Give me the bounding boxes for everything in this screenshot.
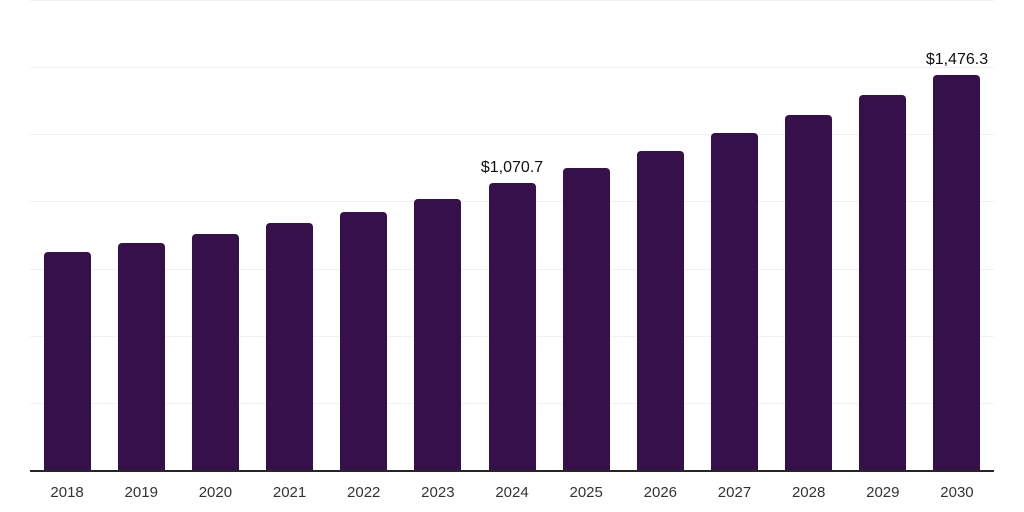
x-tick-label-2028: 2028 (791, 484, 826, 501)
x-tick-label-2020: 2020 (198, 484, 233, 501)
plot-area: $1,070.7 $1,476.3 (30, 0, 994, 472)
bar-slot-2019 (104, 1, 178, 471)
x-tick-label-2018: 2018 (50, 484, 84, 501)
x-tick-label-2023: 2023 (421, 484, 455, 501)
bar-slot-2022 (327, 1, 401, 471)
bar-2025 (562, 167, 610, 471)
bar-slot-2029 (846, 1, 920, 471)
bar-slot-2020 (178, 1, 252, 471)
bar-slot-2027 (697, 1, 771, 471)
gridline-1750 (30, 0, 994, 1)
x-axis-labels: 2018 2019 2020 2021 2022 2023 2024 2025 2026 2027… (30, 485, 994, 500)
x-tick-label-2019: 2019 (124, 484, 158, 501)
data-label-2030: $1,476.3 (925, 50, 989, 68)
bar-2024 (488, 183, 536, 471)
x-tick-label-2021: 2021 (272, 484, 307, 501)
gridline-1250 (30, 134, 994, 136)
bar-slot-2030: $1,476.3 (920, 1, 994, 471)
bar-2018 (43, 252, 91, 471)
x-tick-label-2026: 2026 (643, 484, 678, 501)
bar-slot-2026 (623, 1, 697, 471)
gridline-1500 (30, 67, 994, 69)
bar-slot-2025 (549, 1, 623, 471)
x-tick-label-2030: 2030 (940, 484, 974, 501)
bar-2026 (636, 150, 684, 471)
bar-2029 (859, 95, 907, 471)
bar-slot-2021 (252, 1, 326, 471)
x-tick-label-2029: 2029 (866, 484, 900, 501)
x-tick-label-2024: 2024 (495, 484, 529, 501)
bar-slot-2023 (401, 1, 475, 471)
bar-slot-2024: $1,070.7 (475, 1, 549, 471)
bar-2021 (266, 223, 314, 471)
bars-container: $1,070.7 $1,476.3 (30, 1, 994, 471)
bar-2022 (340, 211, 388, 471)
bar-2027 (710, 133, 758, 471)
data-label-2024: $1,070.7 (480, 159, 544, 177)
bar-2023 (414, 198, 462, 471)
bar-2020 (191, 234, 239, 471)
bar-2028 (785, 114, 833, 471)
bar-slot-2018 (30, 1, 104, 471)
x-axis-line (30, 470, 994, 472)
bar-slot-2028 (772, 1, 846, 471)
x-tick-label-2025: 2025 (569, 484, 603, 501)
x-tick-label-2022: 2022 (347, 484, 381, 501)
bar-2030 (933, 74, 981, 471)
x-tick-label-2027: 2027 (717, 484, 752, 501)
bar-2019 (117, 243, 165, 471)
